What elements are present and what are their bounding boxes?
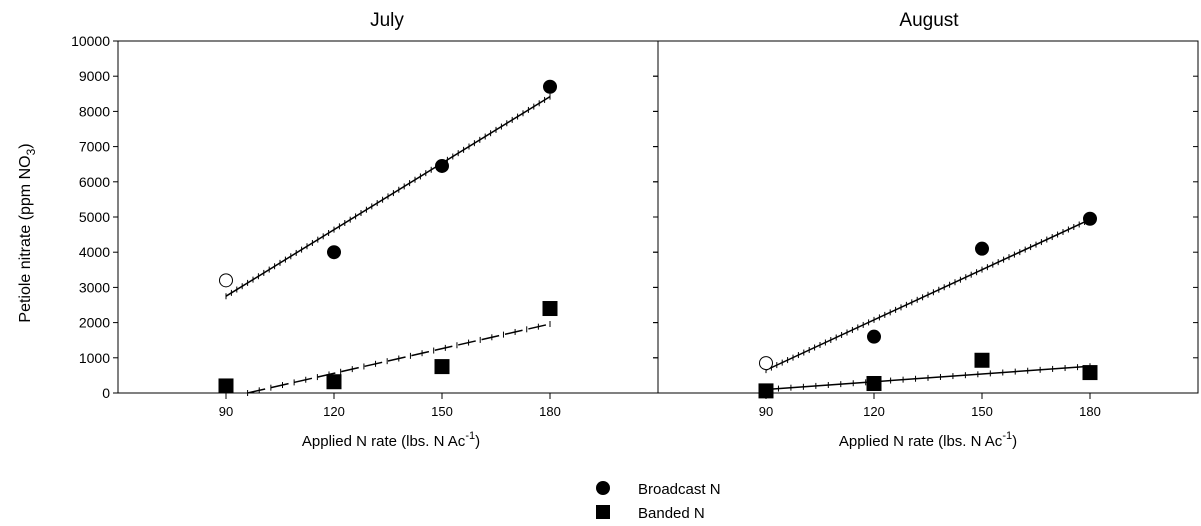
y-tick-label: 1000	[79, 350, 110, 366]
panel-july: July 0 1000 2000 3000 4000 5000 6000 7000 8000 90…	[71, 10, 659, 450]
panel-title-august: August	[899, 10, 959, 31]
y-tick-label: 7000	[79, 139, 110, 155]
x-axis-label-july-main: Applied N rate (lbs. N Ac	[302, 433, 466, 450]
y-tick-label: 8000	[79, 103, 110, 119]
x-axis-label-august: Applied N rate (lbs. N Ac-1)	[839, 430, 1017, 450]
y-tick-label: 6000	[79, 174, 110, 190]
y-tick-label: 5000	[79, 209, 110, 225]
x-tick-label: 90	[219, 404, 233, 419]
data-point-banded	[542, 301, 558, 317]
data-point-broadcast	[759, 356, 773, 371]
plot-frame-august	[657, 40, 1199, 394]
y-tick-label: 10000	[71, 33, 110, 49]
x-tick-label: 150	[971, 404, 993, 419]
plot-area-july: 0 1000 2000 3000 4000 5000 6000 7000 8000 9000 100…	[71, 33, 659, 419]
data-point-banded	[326, 374, 342, 390]
x-axis-label-august-end: )	[1012, 433, 1017, 450]
panel-august: August 90 120 150 180 Applied N rate (lbs. …	[653, 10, 1199, 450]
data-point-banded	[758, 383, 774, 399]
data-point-broadcast	[975, 241, 989, 256]
y-tick-label: 4000	[79, 244, 110, 260]
x-axis-label-july: Applied N rate (lbs. N Ac-1)	[302, 430, 480, 450]
plot-frame-july	[117, 40, 659, 394]
x-axis-label-august-main: Applied N rate (lbs. N Ac	[839, 433, 1003, 450]
y-tick-label: 0	[102, 385, 110, 401]
y-axis-label-subscript: 3	[24, 148, 38, 155]
x-axis-label-july-end: )	[475, 433, 480, 450]
data-point-broadcast	[327, 245, 341, 260]
panel-title-july: July	[370, 10, 404, 31]
legend: Broadcast N Banded N	[596, 481, 721, 522]
data-point-banded	[434, 359, 450, 375]
data-point-broadcast	[543, 79, 557, 94]
y-axis-label-end: )	[17, 143, 34, 148]
y-axis-label: Petiole nitrate (ppm NO3)	[17, 143, 38, 322]
data-point-broadcast	[867, 329, 881, 344]
data-point-banded	[1082, 365, 1098, 381]
data-point-broadcast	[1083, 211, 1097, 226]
x-tick-label: 120	[323, 404, 345, 419]
data-point-broadcast	[435, 158, 449, 173]
data-point-banded	[218, 378, 234, 394]
legend-label-banded: Banded N	[638, 505, 705, 522]
y-tick-label: 9000	[79, 68, 110, 84]
x-tick-label: 180	[539, 404, 561, 419]
y-tick-label: 3000	[79, 279, 110, 295]
x-tick-label: 150	[431, 404, 453, 419]
data-point-banded	[974, 352, 990, 368]
y-tick-label: 2000	[79, 315, 110, 331]
legend-marker-circle	[596, 481, 610, 495]
plot-area-august: 90 120 150 180	[653, 40, 1199, 419]
legend-label-broadcast: Broadcast N	[638, 481, 721, 498]
data-point-broadcast	[219, 273, 233, 288]
y-axis-label-main: Petiole nitrate (ppm NO	[17, 155, 34, 322]
x-tick-label: 180	[1079, 404, 1101, 419]
x-tick-label: 120	[863, 404, 885, 419]
x-axis-label-july-superscript: -1	[465, 430, 475, 442]
data-point-banded	[866, 375, 882, 391]
x-axis-label-august-superscript: -1	[1002, 430, 1012, 442]
x-tick-label: 90	[759, 404, 773, 419]
legend-marker-square	[596, 505, 610, 519]
